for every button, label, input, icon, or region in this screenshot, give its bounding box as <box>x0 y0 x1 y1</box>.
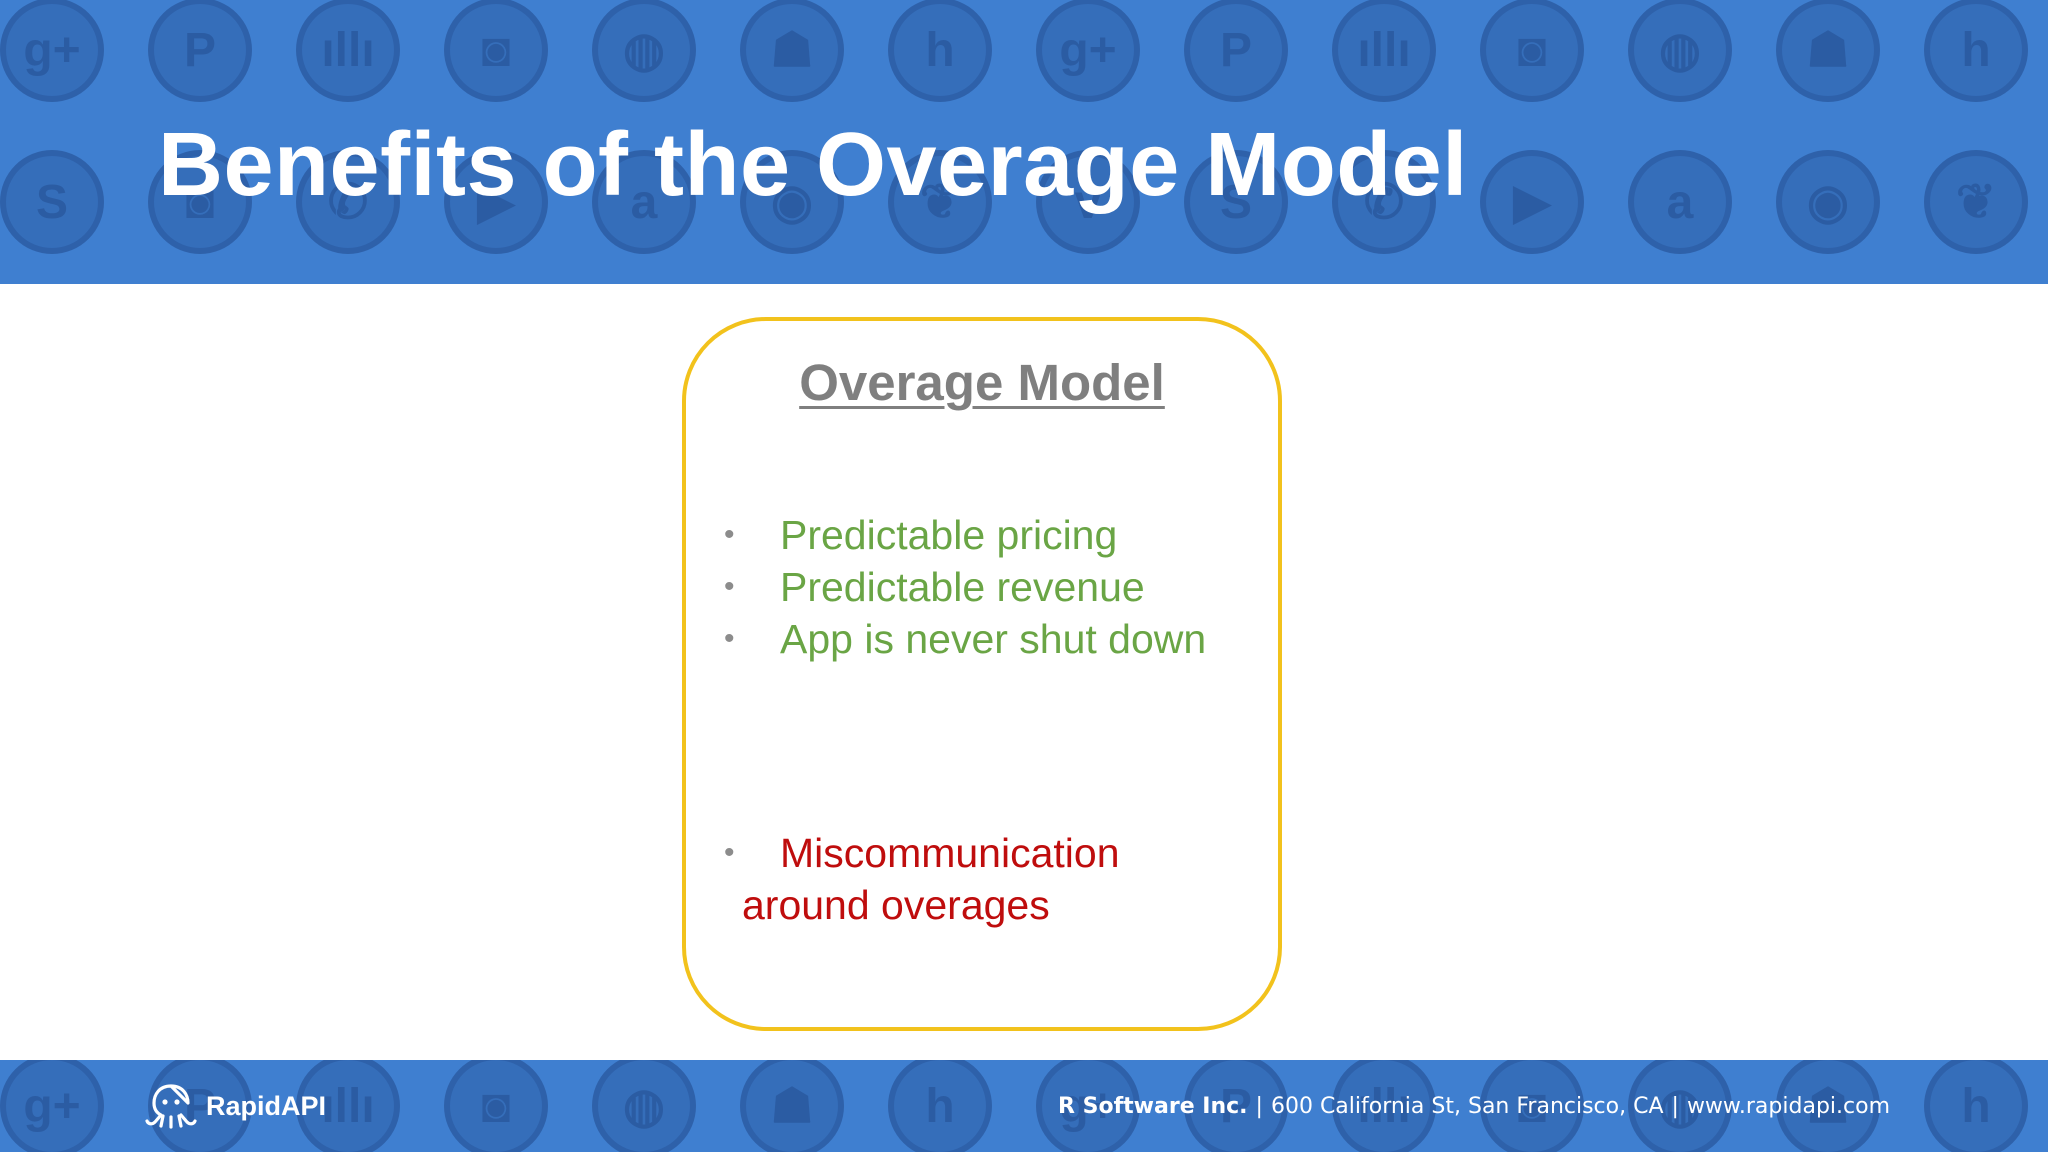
youtube-icon: ▶ <box>444 150 548 254</box>
pinterest-icon: P <box>148 1060 252 1152</box>
hacker-news-icon: h <box>1924 1060 2028 1152</box>
bullet-icon: • <box>724 836 735 869</box>
hacker-news-icon: h <box>1924 0 2028 102</box>
pinterest-icon: P <box>148 0 252 102</box>
hacker-news-icon: h <box>888 0 992 102</box>
slide-title: Benefits of the Overage Model <box>158 115 1468 215</box>
globe-icon: ◍ <box>1628 1060 1732 1152</box>
android-icon: ☗ <box>740 0 844 102</box>
google-plus-icon: g+ <box>0 1060 104 1152</box>
benefit-text: Predictable pricing <box>780 512 1118 558</box>
benefits-list: • Predictable pricing • Predictable reve… <box>724 509 1284 665</box>
octopus-icon <box>145 1084 197 1129</box>
instagram-icon: ◙ <box>444 1060 548 1152</box>
leaf-icon: ❦ <box>1924 150 2028 254</box>
soundcloud-icon: ıllı <box>296 0 400 102</box>
footer-bar: g+ P ıllı ◙ ◍ ☗ h g+ P ıllı ◙ ◍ ☗ h <box>0 1060 2048 1152</box>
separator: | <box>1255 1094 1263 1119</box>
phone-icon: ✆ <box>296 150 400 254</box>
social-icon-pattern: g+ P ıllı ◙ ◍ ☗ h g+ P ıllı ◙ ◍ ☗ h <box>0 1060 2048 1152</box>
google-plus-icon: g+ <box>1036 1060 1140 1152</box>
github-icon: ◉ <box>740 150 844 254</box>
globe-icon: ◍ <box>592 0 696 102</box>
youtube-icon: ▶ <box>1480 150 1584 254</box>
amazon-icon: a <box>1628 150 1732 254</box>
hacker-news-icon: h <box>888 1060 992 1152</box>
instagram-icon: ◙ <box>1480 1060 1584 1152</box>
logo-text: RapidAPI <box>206 1090 327 1121</box>
vimeo-icon: v <box>1036 150 1140 254</box>
bullet-icon: • <box>724 518 735 551</box>
rapidapi-logo: RapidAPI <box>142 1082 326 1130</box>
android-icon: ☗ <box>1776 1060 1880 1152</box>
globe-icon: ◍ <box>592 1060 696 1152</box>
company-website: www.rapidapi.com <box>1686 1094 1890 1119</box>
list-item: • App is never shut down <box>724 613 1284 665</box>
google-plus-icon: g+ <box>0 0 104 102</box>
instagram-icon: ◙ <box>444 0 548 102</box>
soundcloud-icon: ıllı <box>1332 0 1436 102</box>
pinterest-icon: P <box>1184 1060 1288 1152</box>
github-icon: ◉ <box>1776 150 1880 254</box>
instagram-icon: ◙ <box>1480 0 1584 102</box>
google-plus-icon: g+ <box>1036 0 1140 102</box>
skype-icon: S <box>0 150 104 254</box>
soundcloud-icon: ıllı <box>1332 1060 1436 1152</box>
soundcloud-icon: ıllı <box>296 1060 400 1152</box>
footer-contact: R Software Inc. | 600 California St, San F… <box>1058 1094 1890 1119</box>
company-name: R Software Inc. <box>1058 1094 1248 1119</box>
title-banner: g+ P ıllı ◙ ◍ ☗ h g+ P ıllı ◙ ◍ ☗ h S ◙ … <box>0 0 2048 284</box>
benefit-text: Predictable revenue <box>780 564 1145 610</box>
pinterest-icon: P <box>1184 0 1288 102</box>
leaf-icon: ❦ <box>888 150 992 254</box>
list-item: • Predictable revenue <box>724 561 1284 613</box>
benefit-text: App is never shut down <box>780 616 1207 662</box>
globe-icon: ◍ <box>1628 0 1732 102</box>
company-address: 600 California St, San Francisco, CA <box>1270 1094 1664 1119</box>
card-heading: Overage Model <box>799 354 1165 411</box>
bullet-icon: • <box>724 570 735 603</box>
social-icon-pattern: g+ P ıllı ◙ ◍ ☗ h g+ P ıllı ◙ ◍ ☗ h S ◙ … <box>0 0 2048 284</box>
android-icon: ☗ <box>740 1060 844 1152</box>
drawback-text: Miscommunication <box>780 830 1120 876</box>
list-item: • Predictable pricing <box>724 509 1284 561</box>
bullet-icon: • <box>724 622 735 655</box>
drawbacks-list: • Miscommunication around overages <box>724 827 1284 931</box>
drawback-text-continued: around overages <box>742 882 1050 928</box>
overage-model-card: Overage Model • Predictable pricing • Pr… <box>682 317 1282 1031</box>
instagram-icon: ◙ <box>148 150 252 254</box>
skype-icon: S <box>1184 150 1288 254</box>
amazon-icon: a <box>592 150 696 254</box>
list-item: • Miscommunication around overages <box>724 827 1284 931</box>
android-icon: ☗ <box>1776 0 1880 102</box>
phone-icon: ✆ <box>1332 150 1436 254</box>
separator: | <box>1671 1094 1679 1119</box>
